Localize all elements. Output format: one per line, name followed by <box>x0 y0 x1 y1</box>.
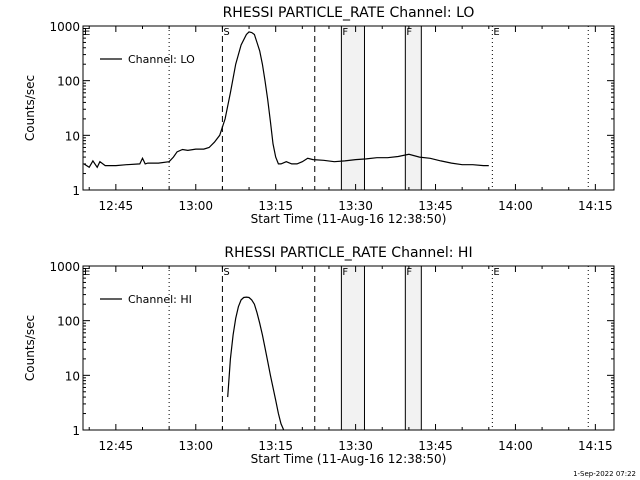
chart-panel-2: E S F F E 12:45 13:00 13:15 13:30 13:45 14:00 14:15… <box>23 245 615 466</box>
y-tick-label-1: 1 <box>72 424 80 438</box>
marker-label-e-1: E <box>84 27 90 38</box>
x-axis-label: Start Time (11-Aug-16 12:38:50) <box>251 212 447 226</box>
chart-panel-1: E S F F E 12:45 13:00 13:15 13:30 13:45 14:00 14:15… <box>23 5 615 226</box>
marker-label-e-9: E <box>493 27 499 38</box>
x-tick-label-1: 12:45 <box>99 439 134 453</box>
y-tick-label-3: 100 <box>57 315 80 329</box>
marker-label-f-7: F <box>406 27 412 38</box>
timestamp-stamp: 1-Sep-2022 07:22 <box>573 470 636 478</box>
marker-label-f-5: F <box>342 267 348 278</box>
y-tick-label-4: 1000 <box>49 20 80 34</box>
x-tick-label-4: 13:30 <box>338 439 373 453</box>
x-tick-label-2: 13:00 <box>178 199 213 213</box>
marker-label-s-3: S <box>223 267 229 278</box>
x-tick-label-3: 13:15 <box>258 439 293 453</box>
x-tick-label-5: 13:45 <box>418 199 453 213</box>
legend: Channel: LO <box>100 53 195 66</box>
plot-frame <box>82 265 615 431</box>
marker-label-e-1: E <box>84 267 90 278</box>
y-axis-label: Counts/sec <box>23 75 37 141</box>
chart-title: RHESSI PARTICLE_RATE Channel: HI <box>224 245 472 261</box>
y-tick-label-2: 10 <box>65 129 80 143</box>
x-tick-label-4: 13:30 <box>338 199 373 213</box>
legend-label: Channel: LO <box>128 53 195 66</box>
chart-title: RHESSI PARTICLE_RATE Channel: LO <box>223 5 475 21</box>
legend-label: Channel: HI <box>128 293 192 306</box>
x-tick-label-6: 14:00 <box>498 439 533 453</box>
legend: Channel: HI <box>100 293 192 306</box>
shaded-interval-2 <box>405 266 422 430</box>
marker-label-s-3: S <box>223 27 229 38</box>
x-tick-label-1: 12:45 <box>99 199 134 213</box>
x-tick-label-7: 14:15 <box>578 439 613 453</box>
x-tick-label-3: 13:15 <box>258 199 293 213</box>
x-tick-label-7: 14:15 <box>578 199 613 213</box>
plot-frame <box>82 25 615 191</box>
y-tick-label-2: 10 <box>65 369 80 383</box>
x-axis-label: Start Time (11-Aug-16 12:38:50) <box>251 452 447 466</box>
marker-label-f-7: F <box>406 267 412 278</box>
y-tick-label-1: 1 <box>72 184 80 198</box>
marker-label-f-5: F <box>342 27 348 38</box>
series-line-1-1 <box>83 31 489 169</box>
y-tick-label-3: 100 <box>57 75 80 89</box>
marker-label-e-9: E <box>493 267 499 278</box>
y-tick-label-4: 1000 <box>49 260 80 274</box>
y-axis-label: Counts/sec <box>23 315 37 381</box>
series-line-2-1 <box>227 296 285 430</box>
x-tick-label-6: 14:00 <box>498 199 533 213</box>
x-tick-label-5: 13:45 <box>418 439 453 453</box>
shaded-interval-1 <box>341 26 365 190</box>
shaded-interval-2 <box>405 26 422 190</box>
x-tick-label-2: 13:00 <box>178 439 213 453</box>
shaded-interval-1 <box>341 266 365 430</box>
